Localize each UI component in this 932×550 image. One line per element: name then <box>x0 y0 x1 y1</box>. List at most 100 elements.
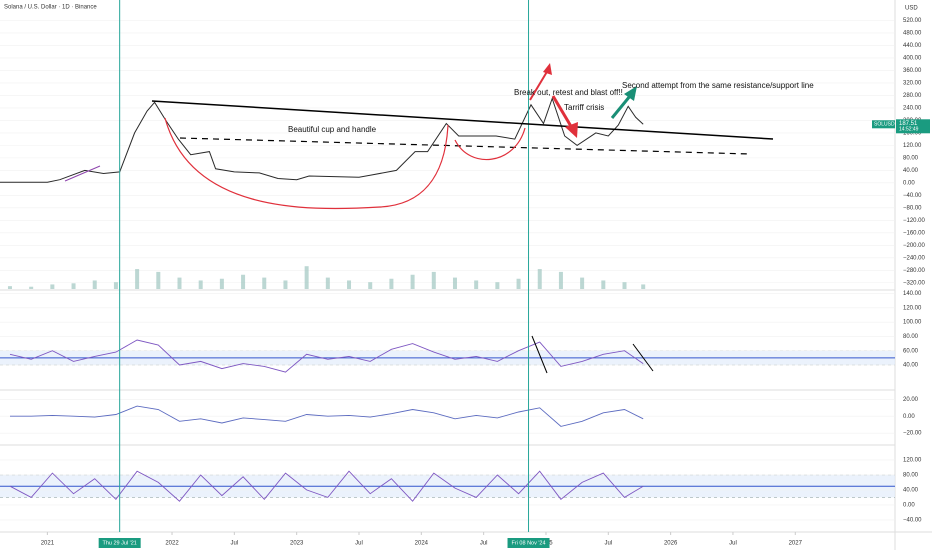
marker-label: Thu 29 Jul '21 <box>102 540 136 546</box>
volume-bar <box>219 278 224 289</box>
marker-tag <box>98 538 141 548</box>
marker-label: Fri 08 Nov '24 <box>511 540 545 546</box>
y-tick-label: −40.00 <box>903 517 922 523</box>
volume-bar <box>71 283 76 289</box>
x-tick-label: 2022 <box>165 541 179 547</box>
volume-bar <box>92 280 97 289</box>
y-tick-label: −320.00 <box>903 280 926 286</box>
volume-bar <box>29 286 34 289</box>
y-tick-label: 280.00 <box>903 93 922 99</box>
handle-curve <box>454 127 526 161</box>
y-tick-label: 80.00 <box>903 334 919 340</box>
y-tick-label: 100.00 <box>903 320 922 326</box>
y-tick-label: 240.00 <box>903 105 922 111</box>
volume-bar <box>622 282 627 289</box>
arrow-up-green <box>610 95 632 119</box>
drawing-line <box>64 165 101 182</box>
y-tick-label: −20.00 <box>903 431 922 437</box>
volume-bar <box>389 278 394 289</box>
y-tick-label: 0.00 <box>903 414 915 420</box>
chart-title: Solana / U.S. Dollar · 1D · Binance <box>4 5 97 11</box>
symbol-tag <box>872 120 895 129</box>
volume-bar <box>156 271 161 289</box>
annotation: Beautiful cup and handle <box>288 125 377 134</box>
volume-bar <box>558 271 563 289</box>
volume-bar <box>474 280 479 289</box>
volume-bar <box>304 266 309 289</box>
y-tick-label: 20.00 <box>903 397 919 403</box>
volume-bar <box>135 269 140 289</box>
y-tick-label: 120.00 <box>903 143 922 149</box>
volume-bar <box>516 278 521 289</box>
annotation: Break out, retest and blast off!! <box>514 88 623 97</box>
y-tick-label: 400.00 <box>903 56 922 62</box>
volume-bar <box>241 274 246 289</box>
x-tick-label: Jul <box>231 541 239 547</box>
volume-bar <box>50 284 55 289</box>
x-tick-label: Jul <box>604 541 612 547</box>
x-tick-label: Jul <box>480 541 488 547</box>
y-tick-label: 80.00 <box>903 155 919 161</box>
x-tick-label: Jul <box>729 541 737 547</box>
arrow-head <box>624 86 637 101</box>
axis-unit: USD <box>905 6 918 12</box>
y-tick-label: 320.00 <box>903 81 922 87</box>
volume-bar <box>580 277 585 289</box>
volume-bar <box>7 286 12 289</box>
volume-bar <box>601 280 606 289</box>
countdown-label: 14:52:49 <box>899 127 919 133</box>
line-series <box>9 339 644 373</box>
price-label: 187.51 <box>899 121 918 127</box>
rsi-trend <box>632 343 654 372</box>
volume-bar <box>177 277 182 289</box>
line-series <box>9 470 644 502</box>
y-tick-label: 40.00 <box>903 488 919 494</box>
volume-bar <box>198 280 203 289</box>
arrow-head <box>565 122 578 138</box>
price-tag <box>896 119 930 134</box>
y-tick-label: 120.00 <box>903 305 922 311</box>
y-tick-label: 40.00 <box>903 363 919 369</box>
y-tick-label: 120.00 <box>903 458 922 464</box>
y-tick-label: 160.00 <box>903 130 922 136</box>
volume-bar <box>113 282 118 289</box>
y-tick-label: 520.00 <box>903 18 922 24</box>
y-tick-label: −120.00 <box>903 218 926 224</box>
y-tick-label: −80.00 <box>903 205 922 211</box>
volume-bar <box>347 280 352 289</box>
y-tick-label: −160.00 <box>903 230 926 236</box>
volume-bar <box>452 277 457 289</box>
y-tick-label: −40.00 <box>903 193 922 199</box>
y-tick-label: −280.00 <box>903 268 926 274</box>
y-tick-label: 440.00 <box>903 43 922 49</box>
y-tick-label: 80.00 <box>903 473 919 479</box>
volume-bar <box>262 277 267 289</box>
volume-bar <box>431 271 436 289</box>
x-tick-label: 2027 <box>789 541 803 547</box>
arrow-down <box>551 95 574 129</box>
marker-tag <box>507 538 550 548</box>
arrow-head <box>543 63 552 75</box>
x-tick-label: 2021 <box>41 541 55 547</box>
y-tick-label: 0.00 <box>903 502 915 508</box>
y-tick-label: 480.00 <box>903 31 922 37</box>
line-series <box>10 405 644 427</box>
resistance-line <box>151 100 774 140</box>
line-series <box>0 96 644 183</box>
rsi-trend <box>531 335 548 374</box>
y-tick-label: −240.00 <box>903 255 926 261</box>
volume-bar <box>283 280 288 289</box>
drawings <box>64 63 774 374</box>
y-tick-label: 360.00 <box>903 68 922 74</box>
y-tick-label: 140.00 <box>903 291 922 297</box>
volume-bar <box>325 277 330 289</box>
y-tick-label: −200.00 <box>903 243 926 249</box>
arrow-up <box>529 69 549 101</box>
volume-bar <box>368 282 373 289</box>
y-tick-label: 40.00 <box>903 168 919 174</box>
symbol-label: SOLUSD <box>874 122 895 128</box>
